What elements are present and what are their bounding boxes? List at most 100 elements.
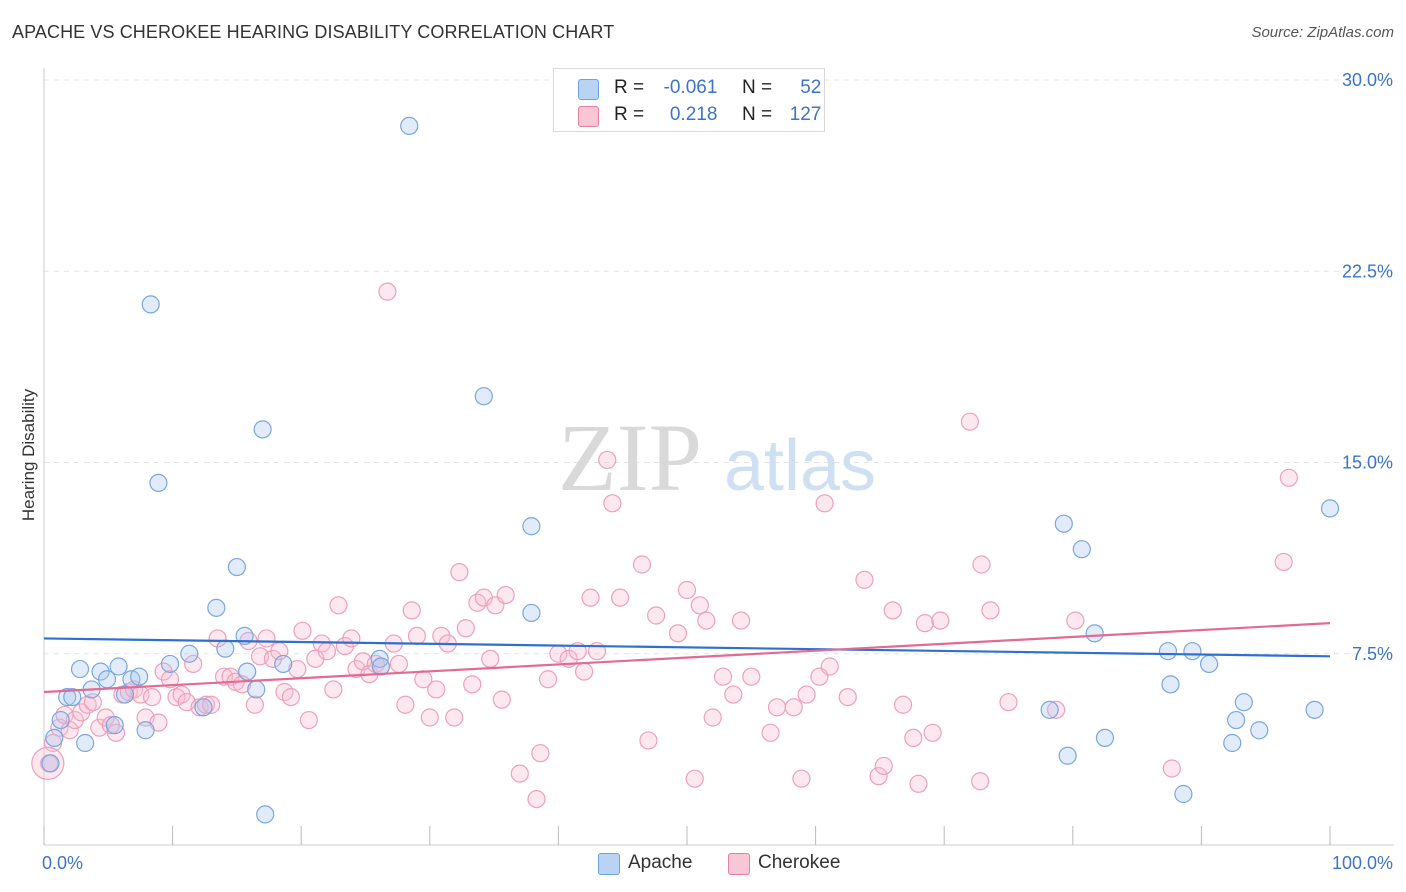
- trend-lines: [43, 622, 1331, 694]
- n-label: N =: [741, 77, 773, 98]
- cherokee-point: [167, 687, 186, 707]
- apache-point: [247, 680, 266, 699]
- cherokee-point: [960, 412, 980, 431]
- cherokee-trend-line: [43, 622, 1331, 694]
- cherokee-point: [427, 680, 446, 699]
- y-tick-label: 15.0%: [1342, 453, 1393, 473]
- cherokee-point: [60, 721, 79, 740]
- apache-point: [1250, 721, 1269, 740]
- cherokee-point: [450, 563, 469, 582]
- cherokee-point: [420, 708, 439, 727]
- apache-point: [58, 687, 77, 707]
- legend-text: R = -0.061 N = 52: [614, 77, 821, 99]
- apache-point: [141, 295, 160, 314]
- cherokee-point: [598, 450, 617, 470]
- cherokee-point: [245, 695, 265, 714]
- apache-point: [130, 667, 149, 686]
- cherokee-point: [208, 629, 227, 648]
- apache-point: [1161, 675, 1180, 694]
- cherokee-point: [575, 662, 594, 681]
- cherokee-point: [324, 680, 343, 699]
- cherokee-point: [78, 695, 97, 714]
- cherokee-point: [915, 614, 935, 633]
- cherokee-point: [531, 744, 550, 763]
- apache-point: [1158, 642, 1178, 661]
- cherokee-point: [999, 693, 1018, 712]
- apache-points: [41, 116, 1340, 824]
- cherokee-point: [931, 611, 950, 630]
- stats-legend: R = -0.061 N = 52 R = 0.218 N = 127: [553, 68, 825, 132]
- cherokee-point: [463, 675, 482, 694]
- cherokee-legend-swatch: [728, 853, 750, 875]
- apache-point: [194, 698, 213, 717]
- cherokee-point: [797, 685, 816, 704]
- cherokee-point: [647, 606, 666, 625]
- cherokee-point: [874, 756, 893, 776]
- apache-point: [238, 662, 257, 681]
- n-label: N =: [741, 104, 773, 125]
- apache-swatch: [578, 79, 599, 100]
- watermark-atlas: atlas: [724, 426, 876, 506]
- apache-point: [253, 420, 272, 439]
- apache-point: [1054, 514, 1073, 533]
- cherokee-point: [257, 629, 276, 648]
- grid-lines: [44, 79, 1394, 655]
- apache-point: [76, 733, 95, 753]
- cherokee-point: [445, 708, 464, 727]
- cherokee-point: [342, 629, 361, 648]
- cherokee-point: [893, 695, 913, 714]
- cherokee-point: [611, 588, 630, 607]
- cherokee-point: [632, 555, 652, 574]
- x-tick-label: 100.0%: [1332, 853, 1393, 873]
- cherokee-point: [742, 667, 761, 686]
- apache-point: [1072, 540, 1091, 559]
- cherokee-point: [713, 667, 733, 686]
- cherokee-point: [724, 685, 743, 704]
- chart-title: APACHE VS CHEROKEE HEARING DISABILITY CO…: [12, 22, 615, 42]
- apache-point: [41, 754, 60, 773]
- cherokee-point: [281, 687, 301, 707]
- apache-point: [1223, 733, 1242, 753]
- cherokee-point: [496, 585, 515, 605]
- y-tick-label: 30.0%: [1342, 70, 1393, 90]
- cherokee-point: [317, 642, 337, 661]
- cherokee-swatch: [578, 106, 599, 127]
- apache-point: [274, 654, 293, 674]
- apache-point: [180, 644, 199, 663]
- apache-point: [400, 116, 419, 136]
- apache-trend-line: [43, 637, 1331, 658]
- cherokee-point: [1274, 552, 1293, 572]
- cherokee-point: [677, 580, 697, 600]
- apache-point: [160, 654, 180, 674]
- cherokee-point: [214, 667, 234, 686]
- apache-point: [371, 657, 391, 676]
- cherokee-point: [1162, 759, 1181, 778]
- cherokee-point: [402, 601, 421, 620]
- cherokee-point: [299, 710, 319, 730]
- cherokee-point: [869, 767, 888, 786]
- r-label: R =: [614, 77, 645, 98]
- apache-point: [1095, 728, 1115, 748]
- cherokee-point: [293, 621, 312, 640]
- cherokee-point: [1066, 611, 1085, 630]
- apache-point: [109, 657, 128, 676]
- legend-text: R = 0.218 N = 127: [614, 104, 821, 126]
- apache-point: [1234, 693, 1253, 712]
- apache-point: [370, 649, 389, 668]
- cherokee-point: [855, 570, 874, 589]
- cherokee-point: [981, 601, 1000, 620]
- axes: [43, 68, 1394, 846]
- cherokee-point: [581, 588, 600, 607]
- apache-point: [1040, 700, 1059, 719]
- cherokee-point: [378, 282, 397, 301]
- cherokee-point: [1279, 468, 1298, 487]
- cherokee-point: [527, 789, 546, 809]
- apache-point: [216, 639, 235, 658]
- cherokee-point: [761, 723, 780, 742]
- cherokee-point: [184, 654, 203, 674]
- cherokee-point: [389, 654, 409, 674]
- cherokee-point: [329, 596, 348, 615]
- cherokee-point: [731, 611, 751, 630]
- apache-legend-label: Apache: [628, 852, 693, 873]
- cherokee-point: [456, 619, 475, 638]
